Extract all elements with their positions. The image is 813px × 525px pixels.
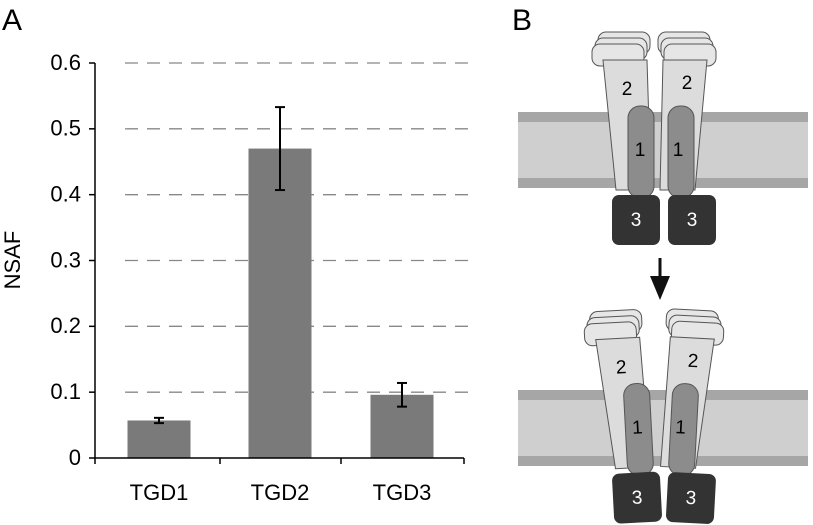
x-tick-label: TGD1 [130, 480, 189, 505]
domain-label: 1 [635, 140, 646, 161]
domain-label: 1 [632, 417, 644, 439]
domain-label: 3 [685, 488, 697, 510]
y-tick-label: 0.2 [50, 313, 81, 338]
domain-label: 3 [687, 210, 698, 231]
y-tick-label: 0 [69, 445, 81, 470]
protein-pair: 2 1 3 2 1 3 [591, 31, 717, 245]
monomer: 2 1 3 [660, 308, 725, 524]
error-bar [275, 106, 285, 192]
domain-label: 2 [615, 357, 627, 379]
monomer: 2 1 3 [591, 31, 660, 245]
y-axis-label: NSAF [0, 231, 25, 290]
domain-label: 3 [631, 210, 642, 231]
bar [127, 420, 191, 458]
x-tick-label: TGD3 [373, 480, 432, 505]
monomer: 2 1 3 [583, 309, 662, 524]
domain-label: 2 [687, 351, 699, 373]
bar [248, 148, 312, 459]
y-tick-label: 0.4 [50, 181, 81, 206]
panel-label: B [512, 4, 532, 37]
domain-3 [668, 195, 716, 245]
x-tick-label: TGD2 [251, 480, 310, 505]
y-tick-label: 0.1 [50, 379, 81, 404]
panel-label: A [2, 4, 22, 37]
protein-pair: 2 1 3 2 1 3 [583, 308, 725, 524]
domain-3 [666, 472, 716, 524]
domain-label: 3 [631, 487, 643, 509]
arrow-head [650, 276, 670, 300]
diagram: 2 1 3 2 1 3 2 1 3 2 1 3 [518, 31, 808, 524]
domain-3 [612, 195, 660, 245]
domain-label: 2 [682, 73, 693, 94]
y-tick-label: 0.3 [50, 247, 81, 272]
y-tick-label: 0.6 [50, 50, 81, 75]
domain-label: 2 [622, 79, 633, 100]
error-bar [154, 416, 164, 425]
domain-label: 1 [675, 417, 687, 439]
domain-label: 1 [673, 140, 684, 161]
domain-3 [612, 471, 662, 524]
error-bar [397, 381, 407, 408]
monomer: 2 1 3 [657, 31, 717, 245]
y-tick-label: 0.5 [50, 116, 81, 141]
